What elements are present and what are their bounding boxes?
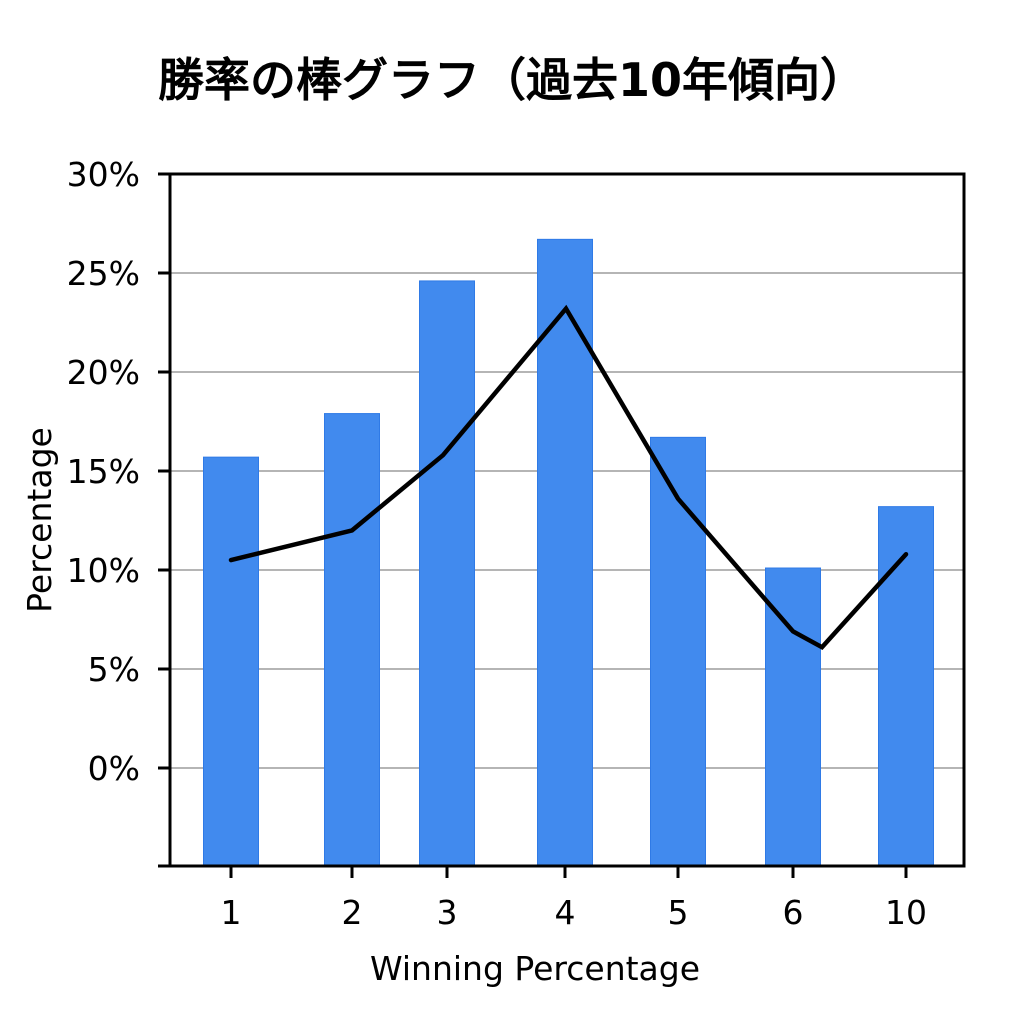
- y-axis-ticks: 30% 25% 20% 15% 10% 5% 0%: [67, 155, 170, 868]
- y-tick-label: 5%: [88, 650, 140, 689]
- y-tick-label: 30%: [67, 155, 140, 194]
- y-tick-label: 15%: [67, 452, 140, 491]
- y-tick-label: 20%: [67, 353, 140, 392]
- trend-line: [228, 304, 909, 651]
- x-tick-label: 3: [437, 893, 458, 932]
- bar-4: [537, 238, 593, 867]
- plot-frame: [168, 172, 966, 868]
- bar-10: [878, 506, 934, 867]
- y-axis-title: Percentage: [20, 427, 59, 613]
- bar-2: [324, 413, 380, 867]
- bar-3: [419, 280, 475, 867]
- x-axis-title: Winning Percentage: [370, 949, 700, 988]
- y-tick-label: 25%: [67, 254, 140, 293]
- bar-1: [203, 456, 259, 867]
- x-tick-label: 1: [221, 893, 242, 932]
- y-tick-label: 0%: [88, 749, 140, 788]
- bars: [203, 238, 934, 867]
- x-tick-label: 6: [783, 893, 804, 932]
- x-tick-label: 4: [555, 893, 576, 932]
- x-tick-label: 10: [885, 893, 927, 932]
- y-tick-label: 10%: [67, 551, 140, 590]
- x-tick-label: 2: [342, 893, 363, 932]
- chart-title: 勝率の棒グラフ（過去10年傾向）: [157, 53, 866, 107]
- x-tick-label: 5: [668, 893, 689, 932]
- bar-6: [765, 567, 821, 867]
- x-axis-ticks: 1 2 3 4 5 6 10: [221, 866, 927, 932]
